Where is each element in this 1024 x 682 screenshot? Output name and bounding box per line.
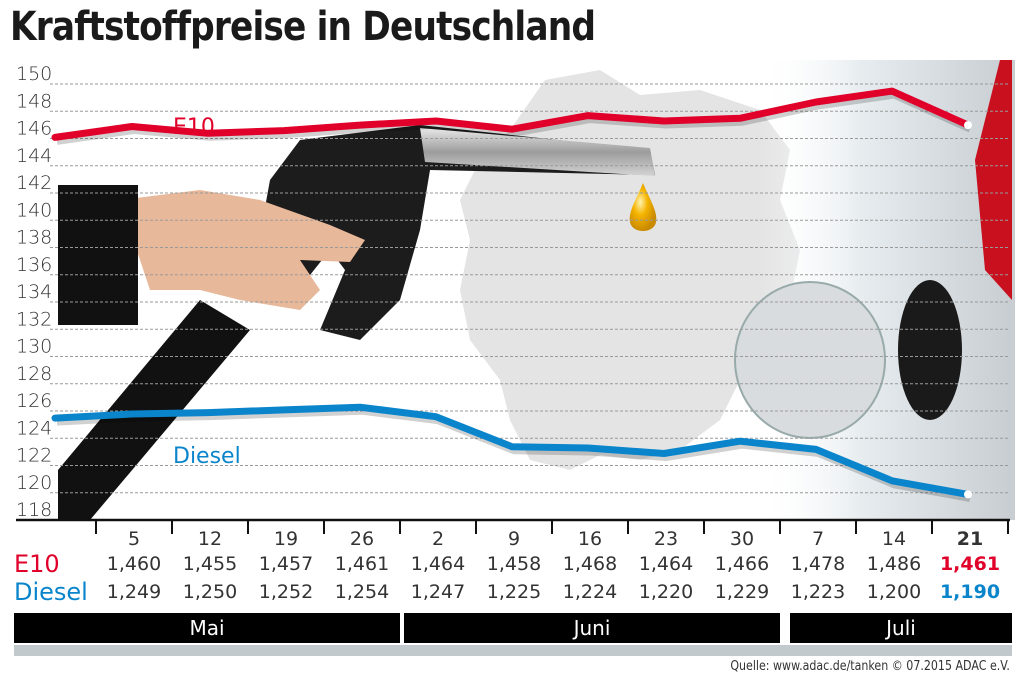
table-cell-e10: 1,468 [562, 553, 618, 575]
table-cell-e10: 1,461 [334, 553, 390, 575]
month-band-juni: Juni [404, 613, 780, 643]
y-tick-label: 120 [16, 472, 52, 494]
table-row-label-e10: E10 [14, 550, 60, 578]
y-tick-label: 148 [16, 90, 52, 112]
y-tick-label: 126 [16, 390, 52, 412]
x-axis-labels: 5 12 19 26 2 9 16 23 30 7 14 21 [128, 528, 983, 550]
x-tick-label: 14 [882, 528, 906, 550]
table-cell-diesel: 1,200 [866, 581, 922, 603]
table-cell-e10: 1,455 [182, 553, 238, 575]
table-cell-e10: 1,458 [486, 553, 542, 575]
y-tick-label: 138 [16, 227, 52, 249]
fuel-nozzle-shape [250, 125, 655, 340]
table-cell-diesel: 1,247 [410, 581, 466, 603]
y-tick-label: 128 [16, 363, 52, 385]
sleeve-shape [58, 185, 138, 325]
fuel-drop-icon [629, 183, 657, 231]
x-tick-label: 19 [274, 528, 298, 550]
e10-line-label: E10 [173, 115, 215, 140]
table-cell-diesel: 1,252 [258, 581, 314, 603]
table-cell-diesel: 1,223 [790, 581, 846, 603]
footer-bar [14, 645, 1012, 656]
y-tick-label: 132 [16, 308, 52, 330]
chart-title: Kraftstoffpreise in Deutschland [10, 4, 596, 50]
data-point-diesel [964, 490, 972, 499]
y-tick-label: 124 [16, 417, 52, 439]
table-cell-e10: 1,486 [866, 553, 922, 575]
y-axis-ticks: 150 148 146 144 142 140 138 136 134 132 130 128 126 1… [16, 63, 52, 521]
y-tick-label: 118 [16, 499, 52, 521]
y-tick-label: 140 [16, 199, 52, 221]
table-cell-e10: 1,460 [106, 553, 162, 575]
y-tick-label: 150 [16, 63, 52, 85]
y-tick-label: 134 [16, 281, 52, 303]
x-tick-label: 16 [578, 528, 602, 550]
x-tick-label: 7 [812, 528, 824, 550]
fuel-cap-shape [734, 281, 886, 439]
y-tick-label: 144 [16, 145, 52, 167]
y-tick-label: 122 [16, 445, 52, 467]
series-lines [51, 87, 972, 502]
x-tick-label: 5 [128, 528, 140, 550]
y-tick-label: 130 [16, 336, 52, 358]
table-cell-e10: 1,478 [790, 553, 846, 575]
table-cell-diesel: 1,224 [562, 581, 618, 603]
table-row-label-diesel: Diesel [14, 578, 88, 606]
y-tick-label: 146 [16, 118, 52, 140]
diesel-line-label: Diesel [173, 444, 241, 469]
x-tick-label: 2 [432, 528, 444, 550]
nozzle-spout-shape [420, 128, 655, 176]
y-tick-label: 142 [16, 172, 52, 194]
table-cell-diesel: 1,225 [486, 581, 542, 603]
background-illustration [58, 60, 1015, 520]
table-cell-diesel: 1,190 [939, 581, 1001, 603]
x-tick-label: 30 [730, 528, 754, 550]
table-cell-e10: 1,457 [258, 553, 314, 575]
table-cell-e10: 1,461 [939, 553, 1001, 575]
table-cell-diesel: 1,229 [714, 581, 770, 603]
x-tick-label: 9 [508, 528, 520, 550]
data-point-e10 [964, 121, 972, 130]
series-shadow-e10 [56, 91, 972, 145]
table-cell-diesel: 1,250 [182, 581, 238, 603]
x-tick-label: 21 [957, 528, 983, 550]
table-cell-diesel: 1,254 [334, 581, 390, 603]
month-band-juli: Juli [790, 613, 1012, 643]
table-cell-diesel: 1,249 [106, 581, 162, 603]
fuel-tank-opening [898, 280, 962, 420]
x-axis-tick-marks [95, 520, 1009, 534]
y-tick-label: 136 [16, 254, 52, 276]
table-cell-e10: 1,466 [714, 553, 770, 575]
table-cell-diesel: 1,220 [638, 581, 694, 603]
table-cell-e10: 1,464 [410, 553, 466, 575]
source-note: Quelle: www.adac.de/tanken © 07.2015 ADA… [730, 659, 1010, 674]
month-band-mai: Mai [14, 613, 400, 643]
x-tick-label: 12 [198, 528, 222, 550]
car-taillight-shape [975, 60, 1012, 300]
x-tick-label: 26 [350, 528, 374, 550]
table-cell-e10: 1,464 [638, 553, 694, 575]
x-tick-label: 23 [654, 528, 678, 550]
